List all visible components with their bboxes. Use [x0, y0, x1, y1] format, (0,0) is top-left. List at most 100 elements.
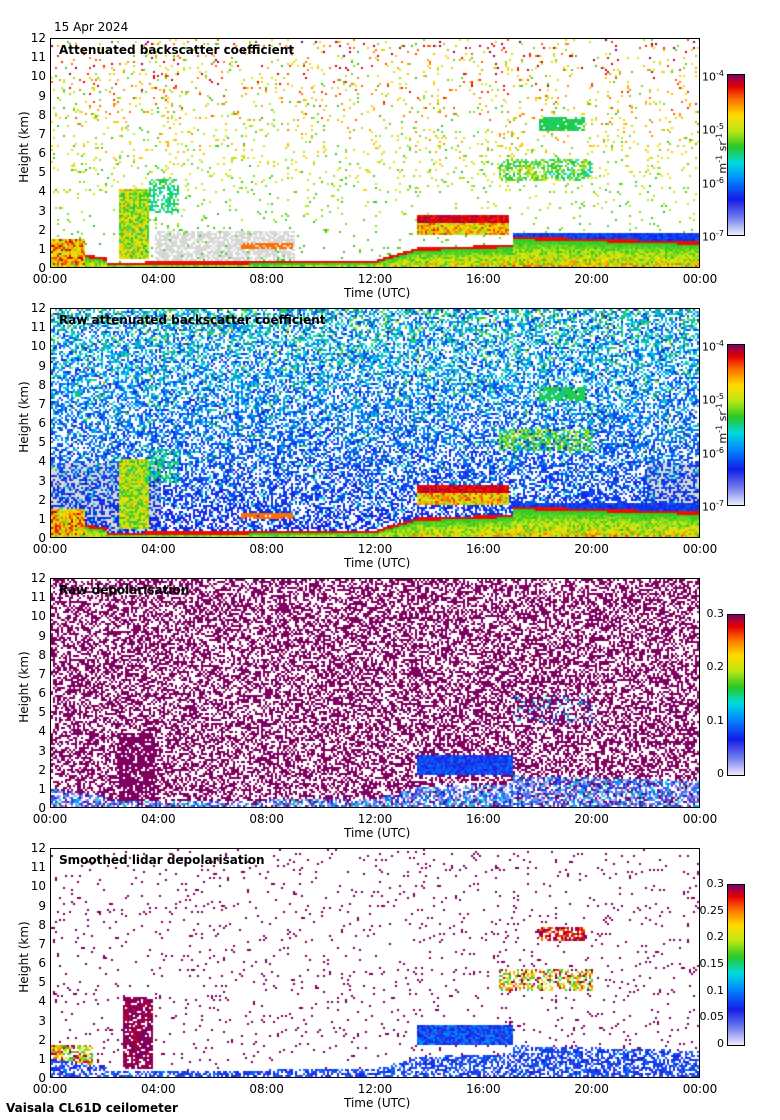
- x-tick-label: 08:00: [249, 1082, 284, 1096]
- y-tick-label: 4: [38, 994, 46, 1009]
- x-tick-label: 12:00: [357, 542, 393, 556]
- y-tick-label: 4: [38, 454, 46, 469]
- x-tick-label: 12:00: [357, 272, 393, 286]
- colorbar-tick-label: 10-6: [702, 445, 724, 461]
- y-tick-label: 11: [30, 50, 46, 65]
- y-tick-label: 5: [38, 975, 46, 990]
- y-tick-label: 5: [38, 165, 46, 180]
- x-tick-label: 16:00: [466, 812, 501, 826]
- x-tick-label: 20:00: [574, 272, 609, 286]
- x-tick-label: 04:00: [141, 272, 176, 286]
- y-tick-label: 7: [38, 396, 46, 411]
- y-tick-label: 10: [30, 69, 46, 84]
- panel-title: Smoothed lidar depolarisation: [59, 853, 265, 867]
- panel-title: Raw attenuated backscatter coefficient: [59, 313, 326, 327]
- y-axis-label: Height (km): [17, 651, 31, 723]
- colorbar-tick-label: 10-7: [702, 229, 724, 244]
- y-tick-label: 5: [38, 705, 46, 720]
- y-tick-label: 1: [38, 781, 46, 796]
- y-axis-label: Height (km): [17, 381, 31, 453]
- x-tick-label: 16:00: [466, 542, 501, 556]
- colorbar: [727, 74, 745, 236]
- x-tick-label: 00:00: [32, 542, 68, 556]
- y-tick-label: 12: [30, 301, 46, 315]
- x-tick-label: 12:00: [357, 812, 393, 826]
- x-tick-label: 00:00: [682, 542, 718, 556]
- x-axis-label: Time (UTC): [344, 556, 411, 570]
- y-tick-label: 6: [38, 416, 46, 430]
- y-tick-label: 0: [38, 1071, 46, 1085]
- y-tick-label: 4: [38, 184, 46, 199]
- y-tick-label: 2: [38, 492, 46, 507]
- y-tick-label: 2: [38, 762, 46, 777]
- y-axis-label: Height (km): [17, 921, 31, 993]
- x-tick-label: 00:00: [682, 812, 718, 826]
- x-tick-label: 16:00: [466, 1082, 501, 1096]
- y-tick-label: 5: [38, 435, 46, 450]
- colorbar-tick-label: 0.05: [699, 1010, 725, 1024]
- colorbar-tick-label: 10-7: [702, 499, 724, 514]
- y-tick-label: 12: [30, 841, 46, 855]
- y-tick-label: 12: [30, 571, 46, 585]
- colorbar-tick-label: 0: [717, 767, 724, 780]
- y-tick-label: 1: [38, 1051, 46, 1066]
- x-tick-label: 08:00: [249, 812, 284, 826]
- colorbar-tick-label: 0.2: [706, 660, 725, 674]
- y-tick-label: 0: [38, 261, 46, 275]
- x-tick-label: 20:00: [574, 542, 609, 556]
- colorbar: [727, 614, 745, 776]
- y-tick-label: 9: [38, 898, 46, 913]
- y-tick-label: 9: [38, 88, 46, 103]
- heatmap-field: [51, 849, 699, 1077]
- colorbar-tick-label: 10-4: [702, 339, 724, 354]
- colorbar-tick-label: 0: [717, 1037, 724, 1050]
- x-axis-label: Time (UTC): [344, 826, 411, 840]
- instrument-footer: Vaisala CL61D ceilometer: [6, 1101, 178, 1115]
- colorbar: [727, 344, 745, 506]
- y-tick-label: 3: [38, 473, 46, 488]
- colorbar-tick-label: 10-5: [702, 392, 724, 407]
- x-tick-label: 04:00: [141, 1082, 176, 1096]
- chart-panel-1: Attenuated backscatter coefficient 0 1 2 3 4 5…: [0, 32, 780, 308]
- y-tick-label: 8: [38, 647, 46, 662]
- y-tick-label: 6: [38, 686, 46, 700]
- y-tick-label: 11: [30, 860, 46, 875]
- x-tick-label: 20:00: [574, 812, 609, 826]
- plot-area: Attenuated backscatter coefficient: [50, 38, 700, 268]
- panel-title: Raw depolarisation: [59, 583, 190, 597]
- y-tick-label: 0: [38, 801, 46, 815]
- x-tick-label: 04:00: [141, 542, 176, 556]
- y-tick-label: 9: [38, 358, 46, 373]
- colorbar-unit-label: m-1 sr-1: [714, 403, 730, 444]
- heatmap-field: [51, 579, 699, 807]
- x-tick-label: 12:00: [357, 1082, 393, 1096]
- y-tick-label: 8: [38, 377, 46, 392]
- x-tick-label: 04:00: [141, 812, 176, 826]
- x-tick-label: 08:00: [249, 272, 284, 286]
- colorbar: [727, 884, 745, 1046]
- colorbar-tick-label: 0.1: [706, 983, 725, 997]
- x-tick-label: 00:00: [32, 812, 68, 826]
- chart-panel-2: Raw attenuated backscatter coefficient 0 1…: [0, 302, 780, 578]
- y-axis-label: Height (km): [17, 111, 31, 183]
- x-tick-label: 00:00: [682, 1082, 718, 1096]
- plot-area: Raw attenuated backscatter coefficient: [50, 308, 700, 538]
- y-tick-label: 8: [38, 107, 46, 122]
- chart-panel-4: Smoothed lidar depolarisation 0 1 2 3 4 5 6 7 8 9 1…: [0, 842, 780, 1118]
- y-tick-label: 2: [38, 222, 46, 237]
- y-tick-label: 9: [38, 628, 46, 643]
- plot-area: Smoothed lidar depolarisation: [50, 848, 700, 1078]
- y-tick-label: 7: [38, 936, 46, 951]
- colorbar-tick-label: 0.15: [699, 957, 725, 970]
- y-tick-label: 1: [38, 241, 46, 256]
- colorbar-tick-label: 10-6: [702, 175, 724, 191]
- x-tick-label: 08:00: [249, 542, 284, 556]
- chart-panel-3: Raw depolarisation 0 1 2 3 4 5 6 7 8 9 10 11 12 00:00 0…: [0, 572, 780, 848]
- colorbar-tick-label: 10-4: [702, 69, 724, 84]
- date-label: 15 Apr 2024: [54, 20, 129, 34]
- colorbar-tick-label: 0.3: [706, 607, 725, 620]
- panel-title: Attenuated backscatter coefficient: [59, 43, 295, 57]
- colorbar-tick-label: 0.1: [706, 713, 725, 727]
- y-tick-label: 10: [30, 339, 46, 354]
- heatmap-field: [51, 309, 699, 537]
